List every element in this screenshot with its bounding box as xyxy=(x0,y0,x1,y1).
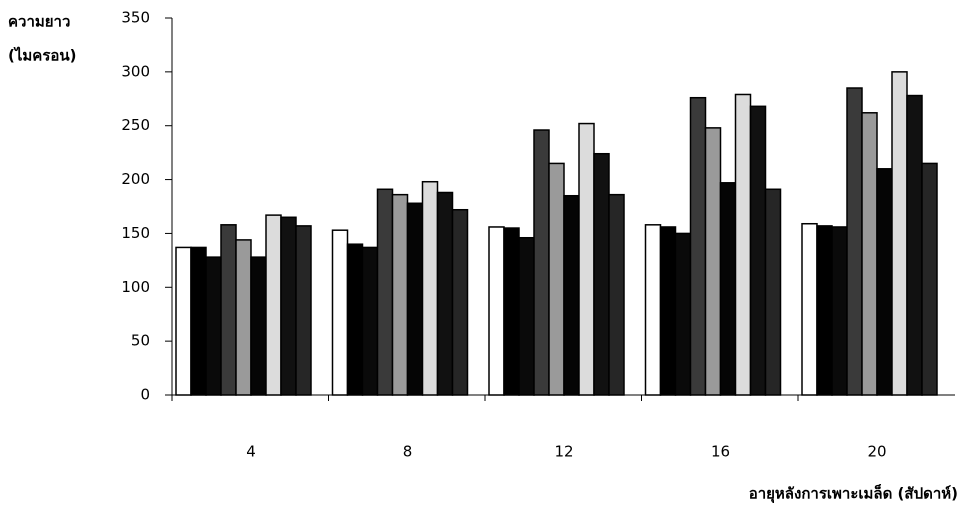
bar xyxy=(191,247,206,395)
bar xyxy=(489,227,504,395)
x-tick-label: 12 xyxy=(554,443,573,461)
bar xyxy=(534,130,549,395)
bar xyxy=(266,215,281,395)
y-tick-label: 300 xyxy=(121,62,150,80)
bar xyxy=(691,98,706,395)
bar xyxy=(504,228,519,395)
chart: ความยาว (ไมครอน) อายุหลังการเพาะเมล็ด (ส… xyxy=(0,0,966,506)
bar xyxy=(236,240,251,395)
bar xyxy=(519,238,534,395)
y-tick-label: 200 xyxy=(121,170,150,188)
bar xyxy=(892,72,907,395)
x-tick-label: 16 xyxy=(711,443,730,461)
bar xyxy=(862,113,877,395)
bar xyxy=(661,227,676,395)
bar xyxy=(564,196,579,395)
bar xyxy=(251,257,266,395)
y-axis-label: (ไมครอน) xyxy=(8,46,77,65)
bar xyxy=(877,169,892,395)
bar xyxy=(579,124,594,395)
bar xyxy=(348,244,363,395)
x-axis-label: อายุหลังการเพาะเมล็ด (สัปดาห์) xyxy=(749,484,958,504)
bar xyxy=(281,217,296,395)
bar xyxy=(609,195,624,395)
x-tick-label: 4 xyxy=(246,443,256,461)
bar xyxy=(549,163,564,395)
y-axis-label: ความยาว xyxy=(8,13,70,31)
x-tick-label: 20 xyxy=(867,443,886,461)
bar xyxy=(832,227,847,395)
bar xyxy=(333,230,348,395)
bar xyxy=(438,192,453,395)
bar xyxy=(393,195,408,395)
bar xyxy=(676,233,691,395)
y-tick-label: 0 xyxy=(140,386,150,404)
y-tick-label: 50 xyxy=(131,332,150,350)
bar xyxy=(646,225,661,395)
bar xyxy=(176,247,191,395)
bar xyxy=(751,106,766,395)
bar xyxy=(378,189,393,395)
bar xyxy=(817,226,832,395)
bar xyxy=(363,247,378,395)
x-tick-label: 8 xyxy=(403,443,413,461)
bar xyxy=(423,182,438,395)
y-tick-label: 250 xyxy=(121,116,150,134)
bar xyxy=(453,210,468,395)
bar xyxy=(766,189,781,395)
bar xyxy=(736,94,751,395)
bar xyxy=(907,96,922,395)
bar xyxy=(802,224,817,395)
bar xyxy=(847,88,862,395)
bar xyxy=(721,183,736,395)
bar xyxy=(296,226,311,395)
y-tick-label: 150 xyxy=(121,224,150,242)
bar xyxy=(221,225,236,395)
bar xyxy=(922,163,937,395)
bar xyxy=(706,128,721,395)
bar xyxy=(408,203,423,395)
y-tick-label: 350 xyxy=(121,9,150,27)
bar xyxy=(206,257,221,395)
bar xyxy=(594,154,609,395)
y-tick-label: 100 xyxy=(121,278,150,296)
